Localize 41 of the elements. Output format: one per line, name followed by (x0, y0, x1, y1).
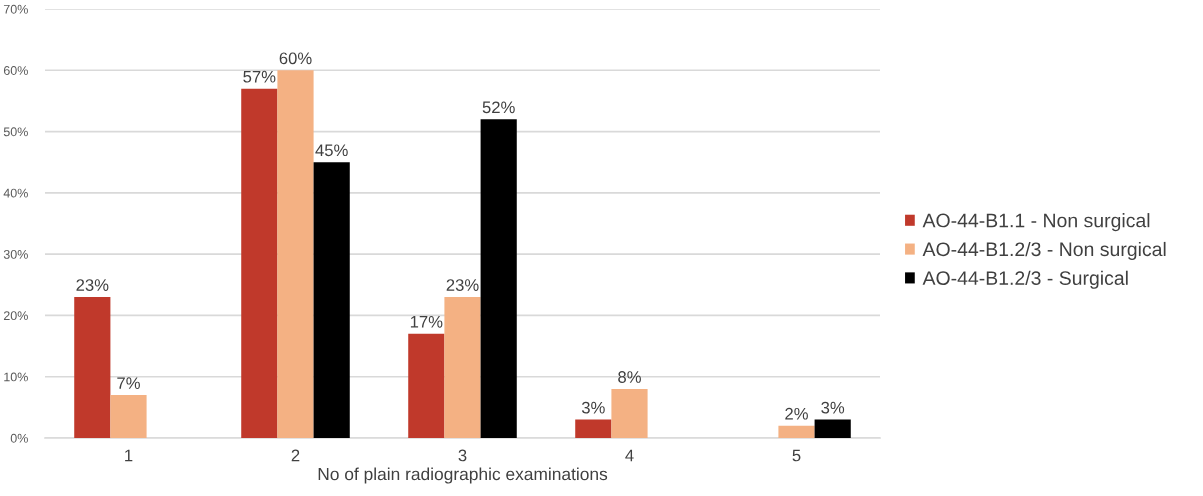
y-tick-label: 50% (3, 127, 28, 137)
y-tick-label: 30% (3, 249, 28, 259)
bar (611, 388, 648, 438)
data-label: 3% (821, 401, 845, 414)
data-label: 2% (785, 407, 808, 420)
y-tick-label: 70% (3, 4, 28, 14)
data-label: 57% (243, 70, 276, 83)
y-tick-label: 0% (10, 433, 28, 443)
bar (408, 333, 445, 438)
data-label: 45% (315, 144, 348, 157)
data-label: 7% (117, 377, 140, 389)
y-tick-label: 60% (3, 66, 28, 75)
legend-label: AO-44-B1.2/3 - Surgical (922, 270, 1128, 289)
x-tick-label: 3 (458, 449, 467, 462)
data-label: 52% (482, 101, 515, 114)
x-tick-label: 2 (291, 449, 300, 462)
bar (814, 419, 851, 438)
x-tick-label: 4 (625, 449, 634, 462)
bar (110, 395, 147, 438)
bar (74, 297, 111, 438)
bar (778, 425, 815, 438)
bar (480, 119, 517, 438)
y-tick-label: 40% (3, 188, 28, 198)
x-tick-label: 1 (125, 449, 133, 462)
data-label: 23% (446, 279, 479, 291)
bar (277, 70, 314, 438)
x-axis-title: No of plain radiographic examinations (318, 467, 608, 484)
bar (575, 419, 612, 438)
data-label: 3% (581, 401, 605, 414)
bar (444, 297, 481, 438)
bar (313, 162, 350, 438)
y-tick-label: 10% (4, 372, 28, 382)
data-label: 23% (76, 279, 109, 291)
data-label: 17% (410, 316, 443, 328)
y-tick-label: 20% (3, 311, 28, 321)
x-tick-label: 5 (792, 449, 801, 462)
legend-label: AO-44-B1.2/3 - Non surgical (922, 241, 1166, 261)
data-label: 8% (618, 371, 641, 383)
data-label: 60% (279, 52, 312, 65)
bar (241, 88, 278, 438)
legend-label: AO-44-B1.1 - Non surgical (922, 213, 1150, 232)
